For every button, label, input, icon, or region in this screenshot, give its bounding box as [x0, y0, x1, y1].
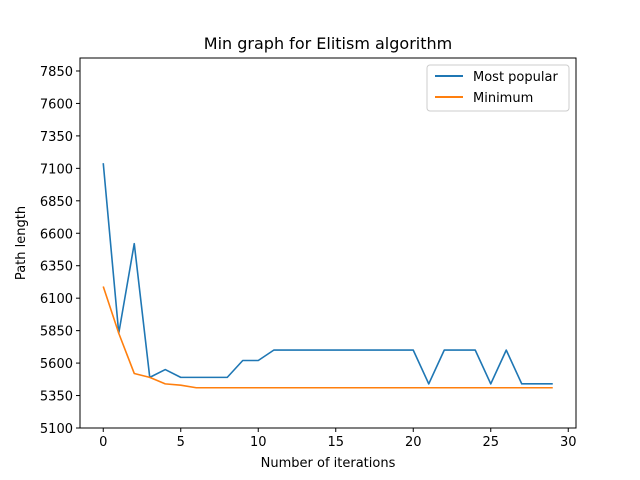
- y-tick-label: 5100: [40, 422, 73, 437]
- series-line-most-popular: [102, 163, 553, 385]
- y-axis-label: Path length: [14, 206, 29, 280]
- y-tick-label: 7350: [40, 130, 73, 145]
- x-tick-label: 15: [327, 435, 344, 450]
- y-tick-label: 5350: [40, 390, 73, 405]
- y-axis: 5100 5350 5600 5850 6100 6350 6600 6850 7100 7350…: [40, 65, 80, 437]
- chart-title: Min graph for Elitism algorithm: [204, 34, 452, 53]
- y-tick-label: 6600: [40, 227, 73, 242]
- legend-label-minimum: Minimum: [473, 91, 533, 106]
- x-tick-label: 0: [99, 435, 107, 450]
- x-tick-label: 10: [250, 435, 267, 450]
- plot-area: [79, 57, 577, 429]
- y-tick-label: 7850: [40, 65, 73, 80]
- plot-frame: [79, 57, 577, 429]
- x-axis: 0 5 10 15 20 25 30: [99, 428, 577, 450]
- x-tick-label: 30: [560, 435, 577, 450]
- y-tick-label: 6850: [40, 195, 73, 210]
- x-axis-label: Number of iterations: [261, 456, 396, 471]
- series-line-minimum: [102, 286, 553, 389]
- series-layer: [102, 163, 553, 389]
- y-tick-label: 6100: [40, 292, 73, 307]
- x-tick-label: 5: [177, 435, 185, 450]
- legend-label-most-popular: Most popular: [473, 70, 558, 85]
- y-tick-label: 7600: [40, 97, 73, 112]
- x-tick-label: 20: [405, 435, 422, 450]
- y-tick-label: 5600: [40, 357, 73, 372]
- y-tick-label: 6350: [40, 260, 73, 275]
- y-tick-label: 7100: [40, 162, 73, 177]
- y-tick-label: 5850: [40, 325, 73, 340]
- legend: Most popular Minimum: [426, 64, 570, 112]
- x-tick-label: 25: [482, 435, 499, 450]
